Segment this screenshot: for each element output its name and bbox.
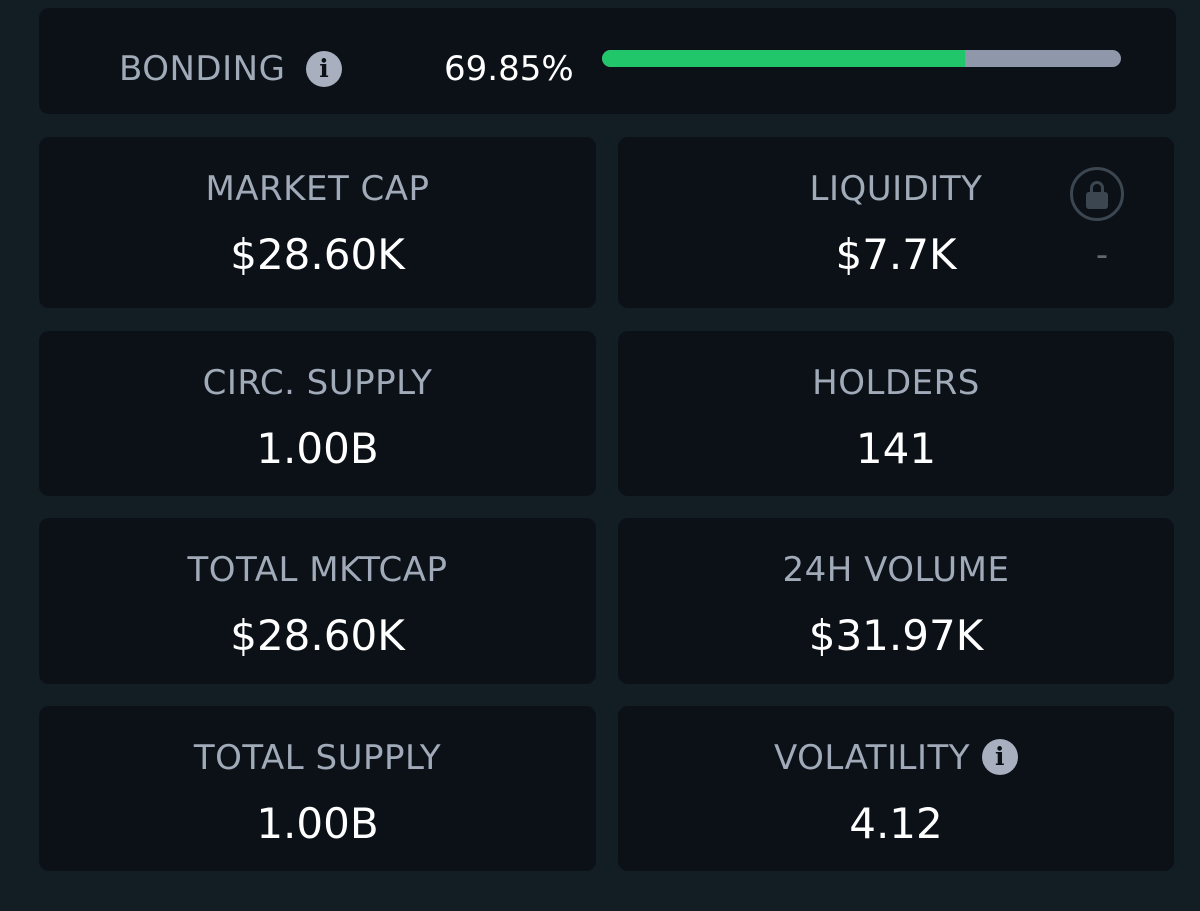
volatility-label-group: VOLATILITY i [773, 736, 1019, 780]
liquidity-card: LIQUIDITY $7.7K - [618, 137, 1174, 308]
volatility-label: VOLATILITY [773, 738, 971, 778]
lock-shackle [1090, 181, 1104, 195]
liquidity-value: $7.7K [835, 230, 957, 279]
market-cap-label: MARKET CAP [205, 169, 430, 209]
market-cap-card: MARKET CAP $28.60K [39, 137, 596, 308]
circ-supply-card: CIRC. SUPPLY 1.00B [39, 331, 596, 496]
volatility-info-icon[interactable]: i [982, 739, 1019, 775]
volume-24h-value: $31.97K [808, 611, 984, 660]
volatility-card: VOLATILITY i 4.12 [618, 706, 1174, 871]
total-supply-card: TOTAL SUPPLY 1.00B [39, 706, 596, 871]
lock-icon[interactable] [1070, 167, 1124, 221]
bonding-label: BONDING [119, 49, 286, 89]
holders-value: 141 [855, 424, 937, 473]
liquidity-lock-value: - [1095, 235, 1109, 275]
lock-body [1086, 192, 1108, 209]
total-mktcap-card: TOTAL MKTCAP $28.60K [39, 518, 596, 684]
total-mktcap-value: $28.60K [230, 611, 405, 660]
liquidity-label: LIQUIDITY [809, 169, 983, 209]
volume-24h-card: 24H VOLUME $31.97K [618, 518, 1174, 684]
bonding-panel: BONDING i 69.85% [39, 8, 1176, 114]
volatility-label-row: VOLATILITY i [618, 736, 1174, 780]
circ-supply-label: CIRC. SUPPLY [202, 363, 433, 403]
market-cap-value: $28.60K [230, 230, 405, 279]
total-supply-value: 1.00B [256, 799, 379, 848]
total-mktcap-label: TOTAL MKTCAP [187, 550, 448, 590]
bonding-progress-bar [602, 50, 1121, 67]
holders-label: HOLDERS [812, 363, 980, 403]
holders-card: HOLDERS 141 [618, 331, 1174, 496]
bonding-progress-fill [602, 50, 965, 67]
total-supply-label: TOTAL SUPPLY [193, 738, 442, 778]
circ-supply-value: 1.00B [256, 424, 379, 473]
volatility-value: 4.12 [849, 799, 943, 848]
bonding-info-icon[interactable]: i [306, 51, 342, 87]
volume-24h-label: 24H VOLUME [782, 550, 1010, 590]
bonding-percent: 69.85% [444, 49, 574, 89]
